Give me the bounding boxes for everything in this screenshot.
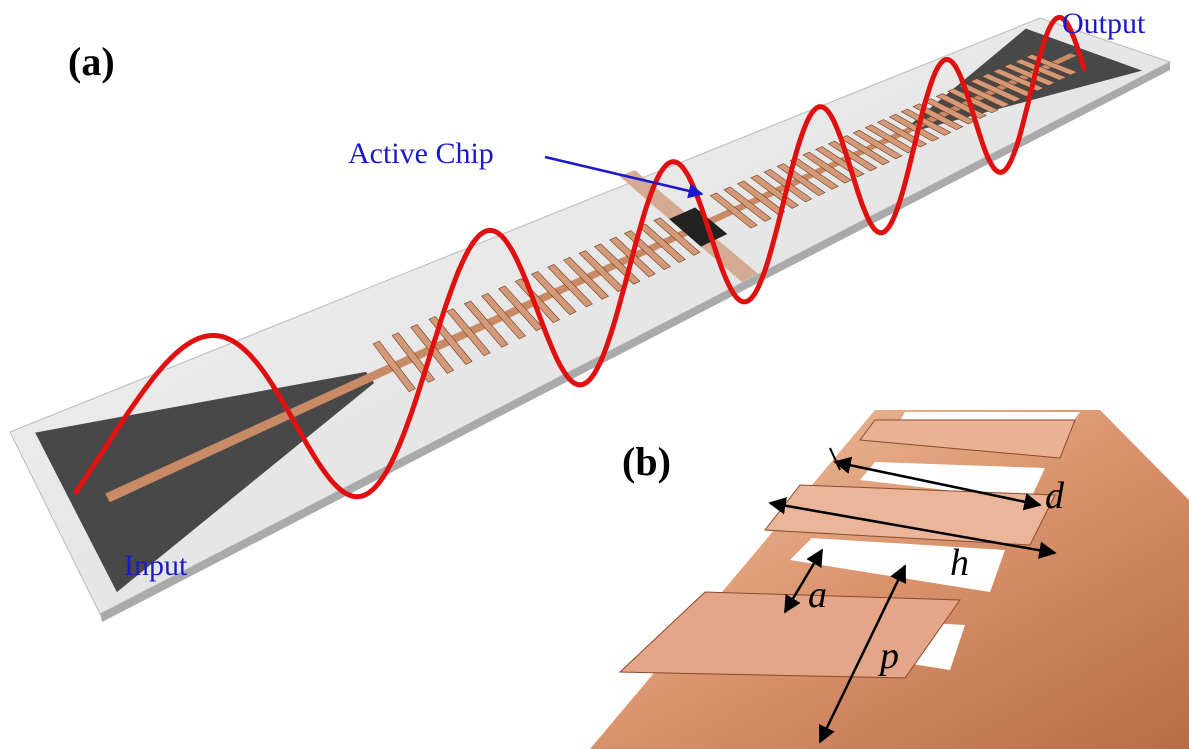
chip-label: Active Chip [348, 137, 494, 170]
dim-label: h [950, 542, 969, 584]
figure: (a) Output Active Chip Input d h a p (b) [0, 0, 1189, 749]
closeup: d h a p [590, 410, 1189, 749]
dim-label: a [808, 574, 827, 616]
dim-label: p [877, 635, 899, 677]
copper-base [590, 410, 1189, 749]
input-label: Input [124, 549, 188, 582]
output-label: Output [1062, 7, 1146, 40]
panel-label: (a) [68, 39, 115, 84]
dim-label: d [1045, 475, 1065, 517]
panel-label: (b) [622, 439, 671, 484]
